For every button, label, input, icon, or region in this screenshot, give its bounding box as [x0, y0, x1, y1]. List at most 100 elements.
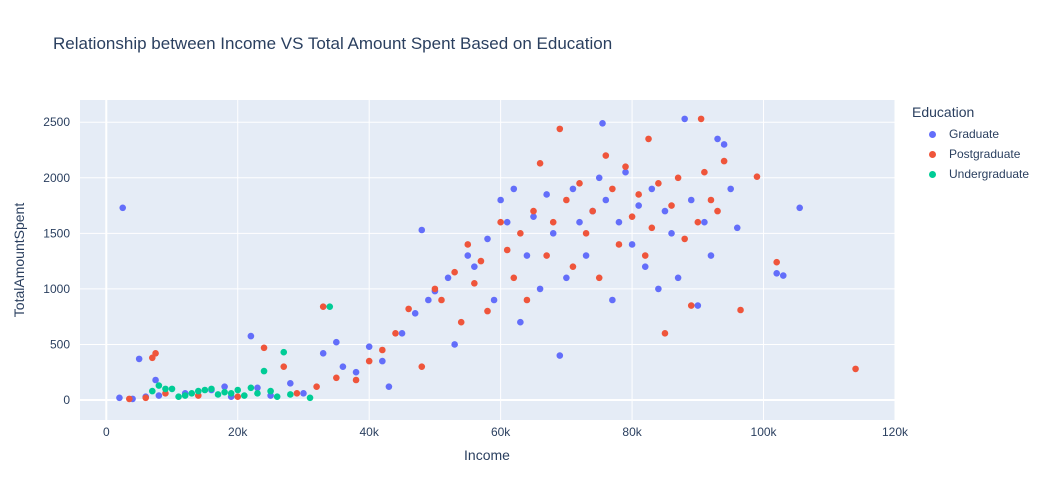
data-point[interactable]: [733, 224, 741, 232]
data-point[interactable]: [655, 285, 662, 293]
data-point[interactable]: [319, 303, 327, 310]
data-point[interactable]: [457, 318, 465, 326]
data-point[interactable]: [635, 202, 642, 209]
data-point[interactable]: [398, 330, 406, 337]
data-point[interactable]: [707, 252, 715, 259]
data-point[interactable]: [720, 141, 728, 148]
data-point[interactable]: [543, 252, 550, 259]
data-point[interactable]: [405, 305, 412, 313]
data-point[interactable]: [549, 218, 557, 226]
data-point[interactable]: [155, 382, 163, 389]
data-point[interactable]: [720, 157, 728, 165]
data-point[interactable]: [589, 207, 596, 215]
data-point[interactable]: [674, 174, 682, 182]
data-point[interactable]: [582, 252, 590, 259]
data-point[interactable]: [615, 218, 623, 226]
data-point[interactable]: [661, 207, 669, 215]
data-point[interactable]: [352, 368, 360, 376]
data-point[interactable]: [674, 274, 682, 282]
data-point[interactable]: [694, 218, 702, 226]
data-point[interactable]: [556, 352, 564, 359]
data-point[interactable]: [681, 115, 688, 123]
data-point[interactable]: [661, 330, 669, 337]
data-point[interactable]: [471, 280, 478, 287]
data-point[interactable]: [536, 285, 544, 293]
data-point[interactable]: [221, 383, 228, 390]
data-point[interactable]: [549, 230, 557, 237]
data-point[interactable]: [753, 173, 761, 180]
data-point[interactable]: [352, 376, 360, 384]
data-point[interactable]: [628, 213, 636, 220]
data-point[interactable]: [438, 296, 445, 304]
data-point[interactable]: [152, 350, 159, 357]
data-point[interactable]: [444, 274, 452, 282]
data-point[interactable]: [477, 257, 485, 265]
data-point[interactable]: [602, 152, 610, 159]
data-point[interactable]: [773, 258, 780, 266]
data-point[interactable]: [333, 374, 340, 382]
data-point[interactable]: [530, 207, 537, 215]
data-point[interactable]: [530, 213, 537, 220]
data-point[interactable]: [116, 394, 123, 402]
data-point[interactable]: [645, 135, 652, 143]
data-point[interactable]: [497, 218, 504, 226]
data-point[interactable]: [563, 274, 570, 282]
data-point[interactable]: [536, 160, 544, 167]
data-point[interactable]: [517, 230, 524, 237]
data-point[interactable]: [254, 384, 261, 392]
data-point[interactable]: [425, 296, 432, 304]
data-point[interactable]: [168, 385, 176, 393]
data-point[interactable]: [543, 191, 550, 198]
data-point[interactable]: [227, 390, 235, 397]
legend-item-graduate[interactable]: Graduate: [912, 124, 1029, 144]
data-point[interactable]: [273, 393, 281, 400]
data-point[interactable]: [431, 285, 439, 293]
data-point[interactable]: [464, 252, 472, 259]
data-point[interactable]: [418, 226, 426, 234]
data-point[interactable]: [234, 393, 242, 400]
data-point[interactable]: [602, 196, 610, 204]
data-point[interactable]: [119, 204, 127, 212]
data-point[interactable]: [681, 235, 688, 243]
data-point[interactable]: [701, 218, 708, 226]
data-point[interactable]: [773, 270, 780, 277]
data-point[interactable]: [208, 385, 215, 393]
legend-item-postgraduate[interactable]: Postgraduate: [912, 144, 1029, 164]
data-point[interactable]: [576, 180, 583, 187]
data-point[interactable]: [484, 307, 491, 315]
data-point[interactable]: [523, 252, 531, 259]
data-point[interactable]: [668, 202, 675, 209]
data-point[interactable]: [490, 296, 498, 304]
data-point[interactable]: [503, 246, 511, 254]
data-point[interactable]: [599, 120, 606, 127]
data-point[interactable]: [796, 204, 803, 212]
data-point[interactable]: [155, 392, 163, 399]
data-point[interactable]: [142, 394, 150, 402]
data-point[interactable]: [635, 191, 642, 198]
data-point[interactable]: [195, 387, 202, 395]
data-point[interactable]: [411, 310, 419, 317]
data-point[interactable]: [152, 376, 159, 384]
data-point[interactable]: [569, 263, 577, 270]
data-point[interactable]: [563, 196, 570, 204]
data-point[interactable]: [714, 207, 721, 215]
data-point[interactable]: [125, 395, 133, 403]
data-point[interactable]: [576, 218, 583, 226]
data-point[interactable]: [418, 363, 426, 370]
data-point[interactable]: [737, 306, 744, 314]
data-point[interactable]: [497, 196, 504, 204]
data-point[interactable]: [247, 384, 255, 392]
data-point[interactable]: [628, 241, 636, 248]
data-point[interactable]: [365, 357, 373, 365]
data-point[interactable]: [379, 357, 386, 365]
data-point[interactable]: [175, 393, 182, 400]
data-point[interactable]: [464, 241, 472, 248]
data-point[interactable]: [313, 383, 320, 390]
data-point[interactable]: [392, 330, 399, 337]
data-point[interactable]: [135, 355, 143, 363]
data-point[interactable]: [510, 185, 518, 193]
data-point[interactable]: [234, 386, 242, 394]
data-point[interactable]: [503, 218, 511, 226]
data-point[interactable]: [280, 363, 288, 370]
